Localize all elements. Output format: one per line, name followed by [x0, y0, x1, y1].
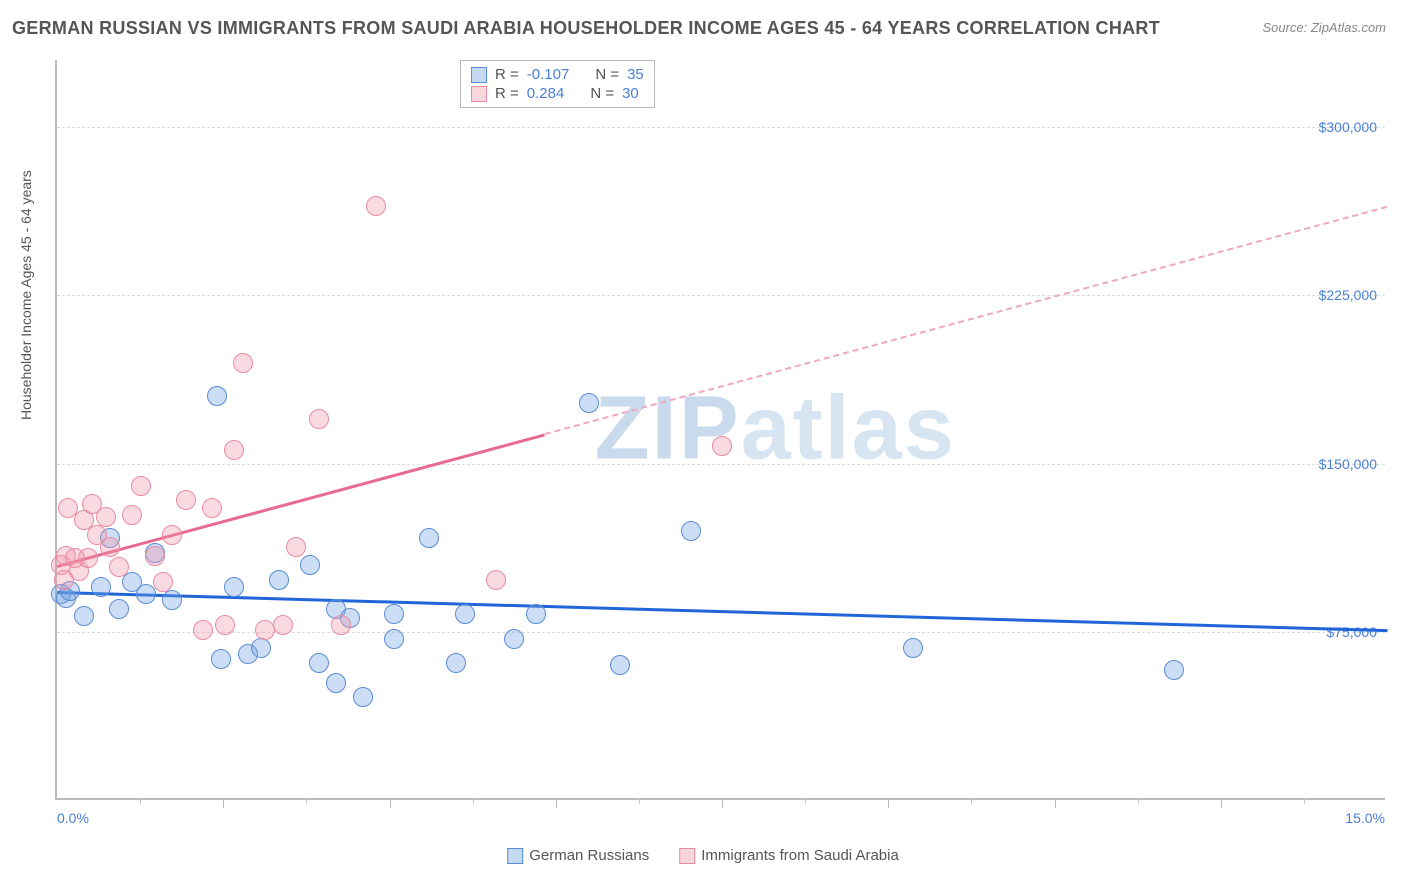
- data-point: [326, 673, 346, 693]
- xtick-minor: [473, 798, 474, 804]
- data-point: [446, 653, 466, 673]
- data-point: [96, 507, 116, 527]
- data-point: [131, 476, 151, 496]
- gridline: [57, 464, 1385, 465]
- data-point: [269, 570, 289, 590]
- data-point: [78, 548, 98, 568]
- n-label: N =: [590, 85, 614, 102]
- legend-item: Immigrants from Saudi Arabia: [679, 847, 899, 864]
- plot-area: ZIPatlas $75,000 $150,000 $225,000 $300,000…: [55, 60, 1385, 800]
- data-point: [176, 490, 196, 510]
- data-point: [309, 653, 329, 673]
- xtick-major: [390, 798, 391, 808]
- xtick-major: [223, 798, 224, 808]
- xtick-minor: [140, 798, 141, 804]
- gridline: [57, 127, 1385, 128]
- xtick-minor: [971, 798, 972, 804]
- y-axis-label: Householder Income Ages 45 - 64 years: [18, 170, 34, 420]
- data-point: [109, 599, 129, 619]
- legend-label: German Russians: [529, 847, 649, 864]
- xlabel-min: 0.0%: [57, 810, 89, 826]
- xtick-minor: [306, 798, 307, 804]
- data-point: [1164, 660, 1184, 680]
- data-point: [122, 505, 142, 525]
- n-value: 30: [622, 85, 639, 102]
- chart-title: GERMAN RUSSIAN VS IMMIGRANTS FROM SAUDI …: [12, 18, 1160, 39]
- data-point: [353, 687, 373, 707]
- data-point: [162, 525, 182, 545]
- r-value: 0.284: [527, 85, 565, 102]
- legend-swatch-pink: [679, 848, 695, 864]
- xtick-minor: [639, 798, 640, 804]
- data-point: [455, 604, 475, 624]
- xtick-minor: [1304, 798, 1305, 804]
- data-point: [211, 649, 231, 669]
- data-point: [224, 440, 244, 460]
- data-point: [384, 629, 404, 649]
- data-point: [526, 604, 546, 624]
- data-point: [193, 620, 213, 640]
- data-point: [384, 604, 404, 624]
- ytick-label: $75,000: [1326, 624, 1377, 640]
- xtick-major: [556, 798, 557, 808]
- data-point: [224, 577, 244, 597]
- legend-label: Immigrants from Saudi Arabia: [701, 847, 899, 864]
- xtick-major: [1221, 798, 1222, 808]
- correlation-legend: R = -0.107 N = 35 R = 0.284 N = 30: [460, 60, 655, 108]
- data-point: [162, 590, 182, 610]
- data-point: [109, 557, 129, 577]
- data-point: [100, 537, 120, 557]
- ytick-label: $225,000: [1319, 287, 1377, 303]
- ytick-label: $300,000: [1319, 119, 1377, 135]
- data-point: [145, 546, 165, 566]
- xtick-major: [888, 798, 889, 808]
- data-point: [579, 393, 599, 413]
- data-point: [74, 606, 94, 626]
- legend-item: German Russians: [507, 847, 649, 864]
- data-point: [286, 537, 306, 557]
- xlabel-max: 15.0%: [1345, 810, 1385, 826]
- data-point: [419, 528, 439, 548]
- legend-row: R = 0.284 N = 30: [471, 84, 644, 103]
- data-point: [309, 409, 329, 429]
- xtick-major: [722, 798, 723, 808]
- ytick-label: $150,000: [1319, 456, 1377, 472]
- data-point: [215, 615, 235, 635]
- data-point: [202, 498, 222, 518]
- chart-container: GERMAN RUSSIAN VS IMMIGRANTS FROM SAUDI …: [0, 0, 1406, 892]
- legend-swatch-blue: [507, 848, 523, 864]
- legend-swatch-pink: [471, 86, 487, 102]
- data-point: [366, 196, 386, 216]
- data-point: [903, 638, 923, 658]
- trendline: [544, 206, 1387, 435]
- r-label: R =: [495, 85, 519, 102]
- data-point: [504, 629, 524, 649]
- n-value: 35: [627, 66, 644, 83]
- data-point: [273, 615, 293, 635]
- data-point: [486, 570, 506, 590]
- series-legend: German Russians Immigrants from Saudi Ar…: [507, 847, 899, 864]
- xtick-minor: [805, 798, 806, 804]
- n-label: N =: [595, 66, 619, 83]
- data-point: [610, 655, 630, 675]
- watermark: ZIPatlas: [595, 378, 956, 481]
- data-point: [233, 353, 253, 373]
- xtick-major: [1055, 798, 1056, 808]
- data-point: [91, 577, 111, 597]
- data-point: [300, 555, 320, 575]
- r-label: R =: [495, 66, 519, 83]
- data-point: [251, 638, 271, 658]
- data-point: [331, 615, 351, 635]
- data-point: [153, 572, 173, 592]
- legend-swatch-blue: [471, 67, 487, 83]
- legend-row: R = -0.107 N = 35: [471, 65, 644, 84]
- data-point: [136, 584, 156, 604]
- data-point: [207, 386, 227, 406]
- r-value: -0.107: [527, 66, 570, 83]
- gridline: [57, 295, 1385, 296]
- data-point: [681, 521, 701, 541]
- source-text: Source: ZipAtlas.com: [1262, 20, 1386, 35]
- data-point: [712, 436, 732, 456]
- xtick-minor: [1138, 798, 1139, 804]
